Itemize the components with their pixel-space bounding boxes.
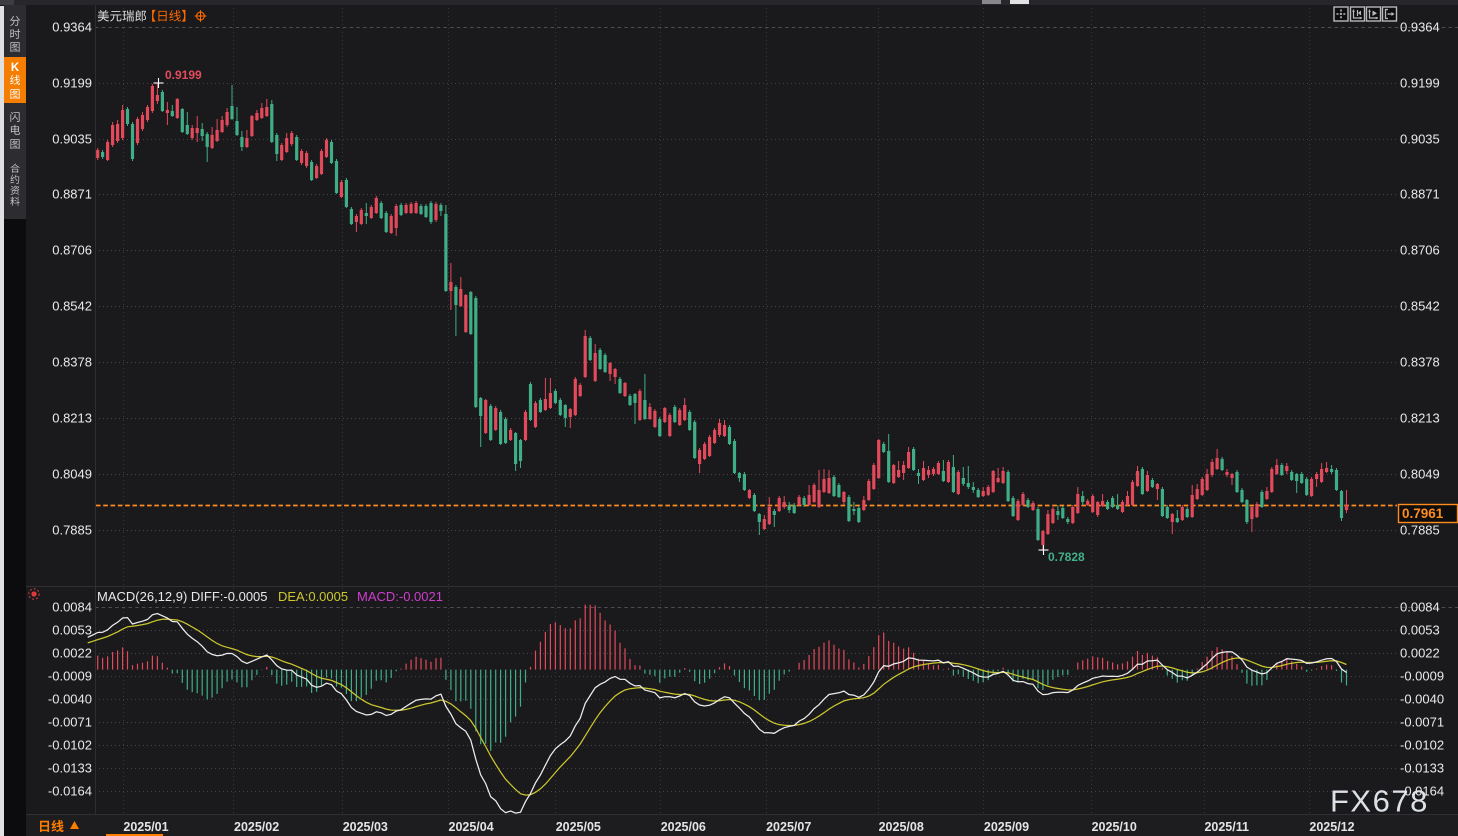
svg-text:0.0053: 0.0053	[52, 623, 92, 638]
svg-text:MACD:-0.0021: MACD:-0.0021	[357, 589, 443, 604]
svg-text:0.8706: 0.8706	[52, 243, 92, 258]
svg-text:K: K	[11, 62, 20, 74]
svg-text:0.8706: 0.8706	[1400, 243, 1440, 258]
svg-text:0.8542: 0.8542	[52, 299, 92, 314]
svg-text:2025/11: 2025/11	[1204, 820, 1249, 834]
svg-text:0.8542: 0.8542	[1400, 299, 1440, 314]
svg-text:0.9199: 0.9199	[1400, 76, 1440, 91]
svg-text:-0.0009: -0.0009	[48, 669, 92, 684]
svg-text:0.9199: 0.9199	[165, 68, 202, 82]
svg-text:2025/10: 2025/10	[1092, 820, 1137, 834]
svg-text:-0.0133: -0.0133	[1400, 761, 1444, 776]
svg-text:0.0053: 0.0053	[1400, 623, 1440, 638]
svg-text:2025/09: 2025/09	[984, 820, 1029, 834]
svg-text:0.8049: 0.8049	[1400, 467, 1440, 482]
svg-text:2025/05: 2025/05	[556, 820, 601, 834]
svg-text:0.8213: 0.8213	[52, 411, 92, 426]
svg-text:-0.0102: -0.0102	[1400, 738, 1444, 753]
svg-text:2025/08: 2025/08	[879, 820, 924, 834]
svg-text:MACD(26,12,9) DIFF:-0.0005: MACD(26,12,9) DIFF:-0.0005	[97, 589, 268, 604]
svg-text:2025/02: 2025/02	[234, 820, 279, 834]
svg-text:-0.0164: -0.0164	[48, 784, 92, 799]
svg-text:0.8378: 0.8378	[1400, 355, 1440, 370]
svg-text:-0.0040: -0.0040	[1400, 692, 1444, 707]
svg-text:2025/07: 2025/07	[766, 820, 811, 834]
svg-text:0.9035: 0.9035	[1400, 132, 1440, 147]
svg-text:-0.0164: -0.0164	[1400, 784, 1444, 799]
svg-text:0.8213: 0.8213	[1400, 411, 1440, 426]
svg-text:0.7961: 0.7961	[1402, 506, 1444, 521]
svg-text:-0.0009: -0.0009	[1400, 669, 1444, 684]
svg-text:-0.0102: -0.0102	[48, 738, 92, 753]
svg-text:2025/06: 2025/06	[661, 820, 706, 834]
svg-text:0.7828: 0.7828	[1048, 550, 1085, 564]
svg-text:0.9364: 0.9364	[1400, 20, 1440, 35]
svg-text:0.0022: 0.0022	[52, 646, 92, 661]
svg-text:0.7885: 0.7885	[1400, 523, 1440, 538]
svg-text:2025/12: 2025/12	[1309, 820, 1354, 834]
svg-text:-0.0071: -0.0071	[1400, 715, 1444, 730]
svg-text:0.0084: 0.0084	[1400, 600, 1440, 615]
svg-text:2025/04: 2025/04	[449, 820, 494, 834]
svg-text:-0.0071: -0.0071	[48, 715, 92, 730]
svg-text:DEA:0.0005: DEA:0.0005	[278, 589, 348, 604]
svg-text:-0.0040: -0.0040	[48, 692, 92, 707]
svg-text:0.9364: 0.9364	[52, 20, 92, 35]
svg-text:0.8871: 0.8871	[1400, 187, 1440, 202]
svg-text:0.8049: 0.8049	[52, 467, 92, 482]
svg-text:2025/01: 2025/01	[123, 820, 168, 834]
svg-text:-0.0133: -0.0133	[48, 761, 92, 776]
svg-text:2025/03: 2025/03	[343, 820, 388, 834]
svg-text:0.9199: 0.9199	[52, 76, 92, 91]
svg-text:0.0022: 0.0022	[1400, 646, 1440, 661]
svg-text:0.8378: 0.8378	[52, 355, 92, 370]
svg-text:0.8871: 0.8871	[52, 187, 92, 202]
svg-text:FX678: FX678	[1330, 784, 1429, 819]
svg-text:0.7885: 0.7885	[52, 523, 92, 538]
svg-text:0.0084: 0.0084	[52, 600, 92, 615]
svg-text:0.9035: 0.9035	[52, 132, 92, 147]
